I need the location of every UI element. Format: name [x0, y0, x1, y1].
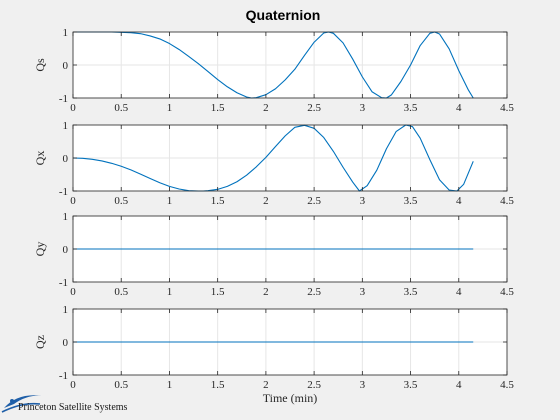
chart-4-xtick-label-6: 3 [360, 379, 366, 391]
chart-4-ytick-label-0: -1 [59, 370, 68, 382]
chart-3-xtick-label-9: 4.5 [500, 286, 514, 298]
chart-4-ytick-label-2: 1 [63, 304, 69, 316]
chart-3-ytick-label-1: 0 [63, 244, 69, 256]
chart-2-xtick-label-6: 3 [360, 195, 366, 207]
chart-3-xtick-label-8: 4 [456, 286, 462, 298]
chart-2-xtick-label-5: 2.5 [307, 195, 321, 207]
chart-3-xtick-label-5: 2.5 [307, 286, 321, 298]
chart-2-xtick-label-0: 0 [70, 195, 76, 207]
chart-1-series-1-line [73, 31, 474, 99]
logo-text: Princeton Satellite Systems [18, 402, 128, 413]
chart-1-ylabel: Qs [33, 58, 47, 72]
chart-4-xtick-label-3: 1.5 [211, 379, 225, 391]
chart-3-ytick-label-2: 1 [63, 211, 69, 223]
chart-3-ylabel: Qy [33, 242, 47, 257]
chart-1-xtick-label-2: 1 [167, 102, 173, 114]
chart-1-xtick-label-1: 0.5 [114, 102, 128, 114]
chart-2-ytick-label-2: 1 [63, 120, 69, 132]
chart-2-xtick-label-4: 2 [263, 195, 269, 207]
chart-4-xtick-label-7: 3.5 [404, 379, 418, 391]
chart-3-xtick-label-7: 3.5 [404, 286, 418, 298]
chart-2-ytick-label-0: -1 [59, 186, 68, 198]
figure-title: Quaternion [246, 7, 321, 23]
chart-3-xtick-label-3: 1.5 [211, 286, 225, 298]
chart-1-xtick-label-6: 3 [360, 102, 366, 114]
chart-1-xtick-label-8: 4 [456, 102, 462, 114]
chart-1-xtick-label-0: 0 [70, 102, 76, 114]
chart-2-xtick-label-2: 1 [167, 195, 173, 207]
chart-1-ytick-label-0: -1 [59, 93, 68, 105]
chart-3-xtick-label-0: 0 [70, 286, 76, 298]
chart-2-ylabel: Qx [33, 151, 47, 166]
logo: Princeton Satellite Systems [1, 395, 128, 413]
chart-4-xtick-label-4: 2 [263, 379, 269, 391]
chart-1-xtick-label-4: 2 [263, 102, 269, 114]
chart-2-xtick-label-3: 1.5 [211, 195, 225, 207]
chart-1-xtick-label-7: 3.5 [404, 102, 418, 114]
chart-3-xtick-label-6: 3 [360, 286, 366, 298]
chart-4-xtick-label-2: 1 [167, 379, 173, 391]
chart-1-xtick-label-5: 2.5 [307, 102, 321, 114]
chart-2-ytick-label-1: 0 [63, 153, 69, 165]
chart-4-xtick-label-5: 2.5 [307, 379, 321, 391]
chart-4-xtick-label-8: 4 [456, 379, 462, 391]
chart-2-xtick-label-9: 4.5 [500, 195, 514, 207]
chart-2-xtick-label-7: 3.5 [404, 195, 418, 207]
chart-4-xtick-label-0: 0 [70, 379, 76, 391]
chart-4-xlabel: Time (min) [263, 391, 318, 405]
chart-3-xtick-label-2: 1 [167, 286, 173, 298]
satellite-orbit-swoosh-icon [1, 395, 44, 413]
chart-2-xtick-label-1: 0.5 [114, 195, 128, 207]
chart-1-xtick-label-3: 1.5 [211, 102, 225, 114]
chart-4-ytick-label-1: 0 [63, 337, 69, 349]
chart-3-xtick-label-1: 0.5 [114, 286, 128, 298]
chart-1-xtick-label-9: 4.5 [500, 102, 514, 114]
chart-1-ytick-label-1: 0 [63, 60, 69, 72]
chart-4-xtick-label-1: 0.5 [114, 379, 128, 391]
chart-4-ylabel: Qz [33, 335, 47, 349]
chart-2-xtick-label-8: 4 [456, 195, 462, 207]
chart-1-ytick-label-2: 1 [63, 27, 69, 39]
chart-4-xtick-label-9: 4.5 [500, 379, 514, 391]
chart-3-xtick-label-4: 2 [263, 286, 269, 298]
chart-3-ytick-label-0: -1 [59, 277, 68, 289]
